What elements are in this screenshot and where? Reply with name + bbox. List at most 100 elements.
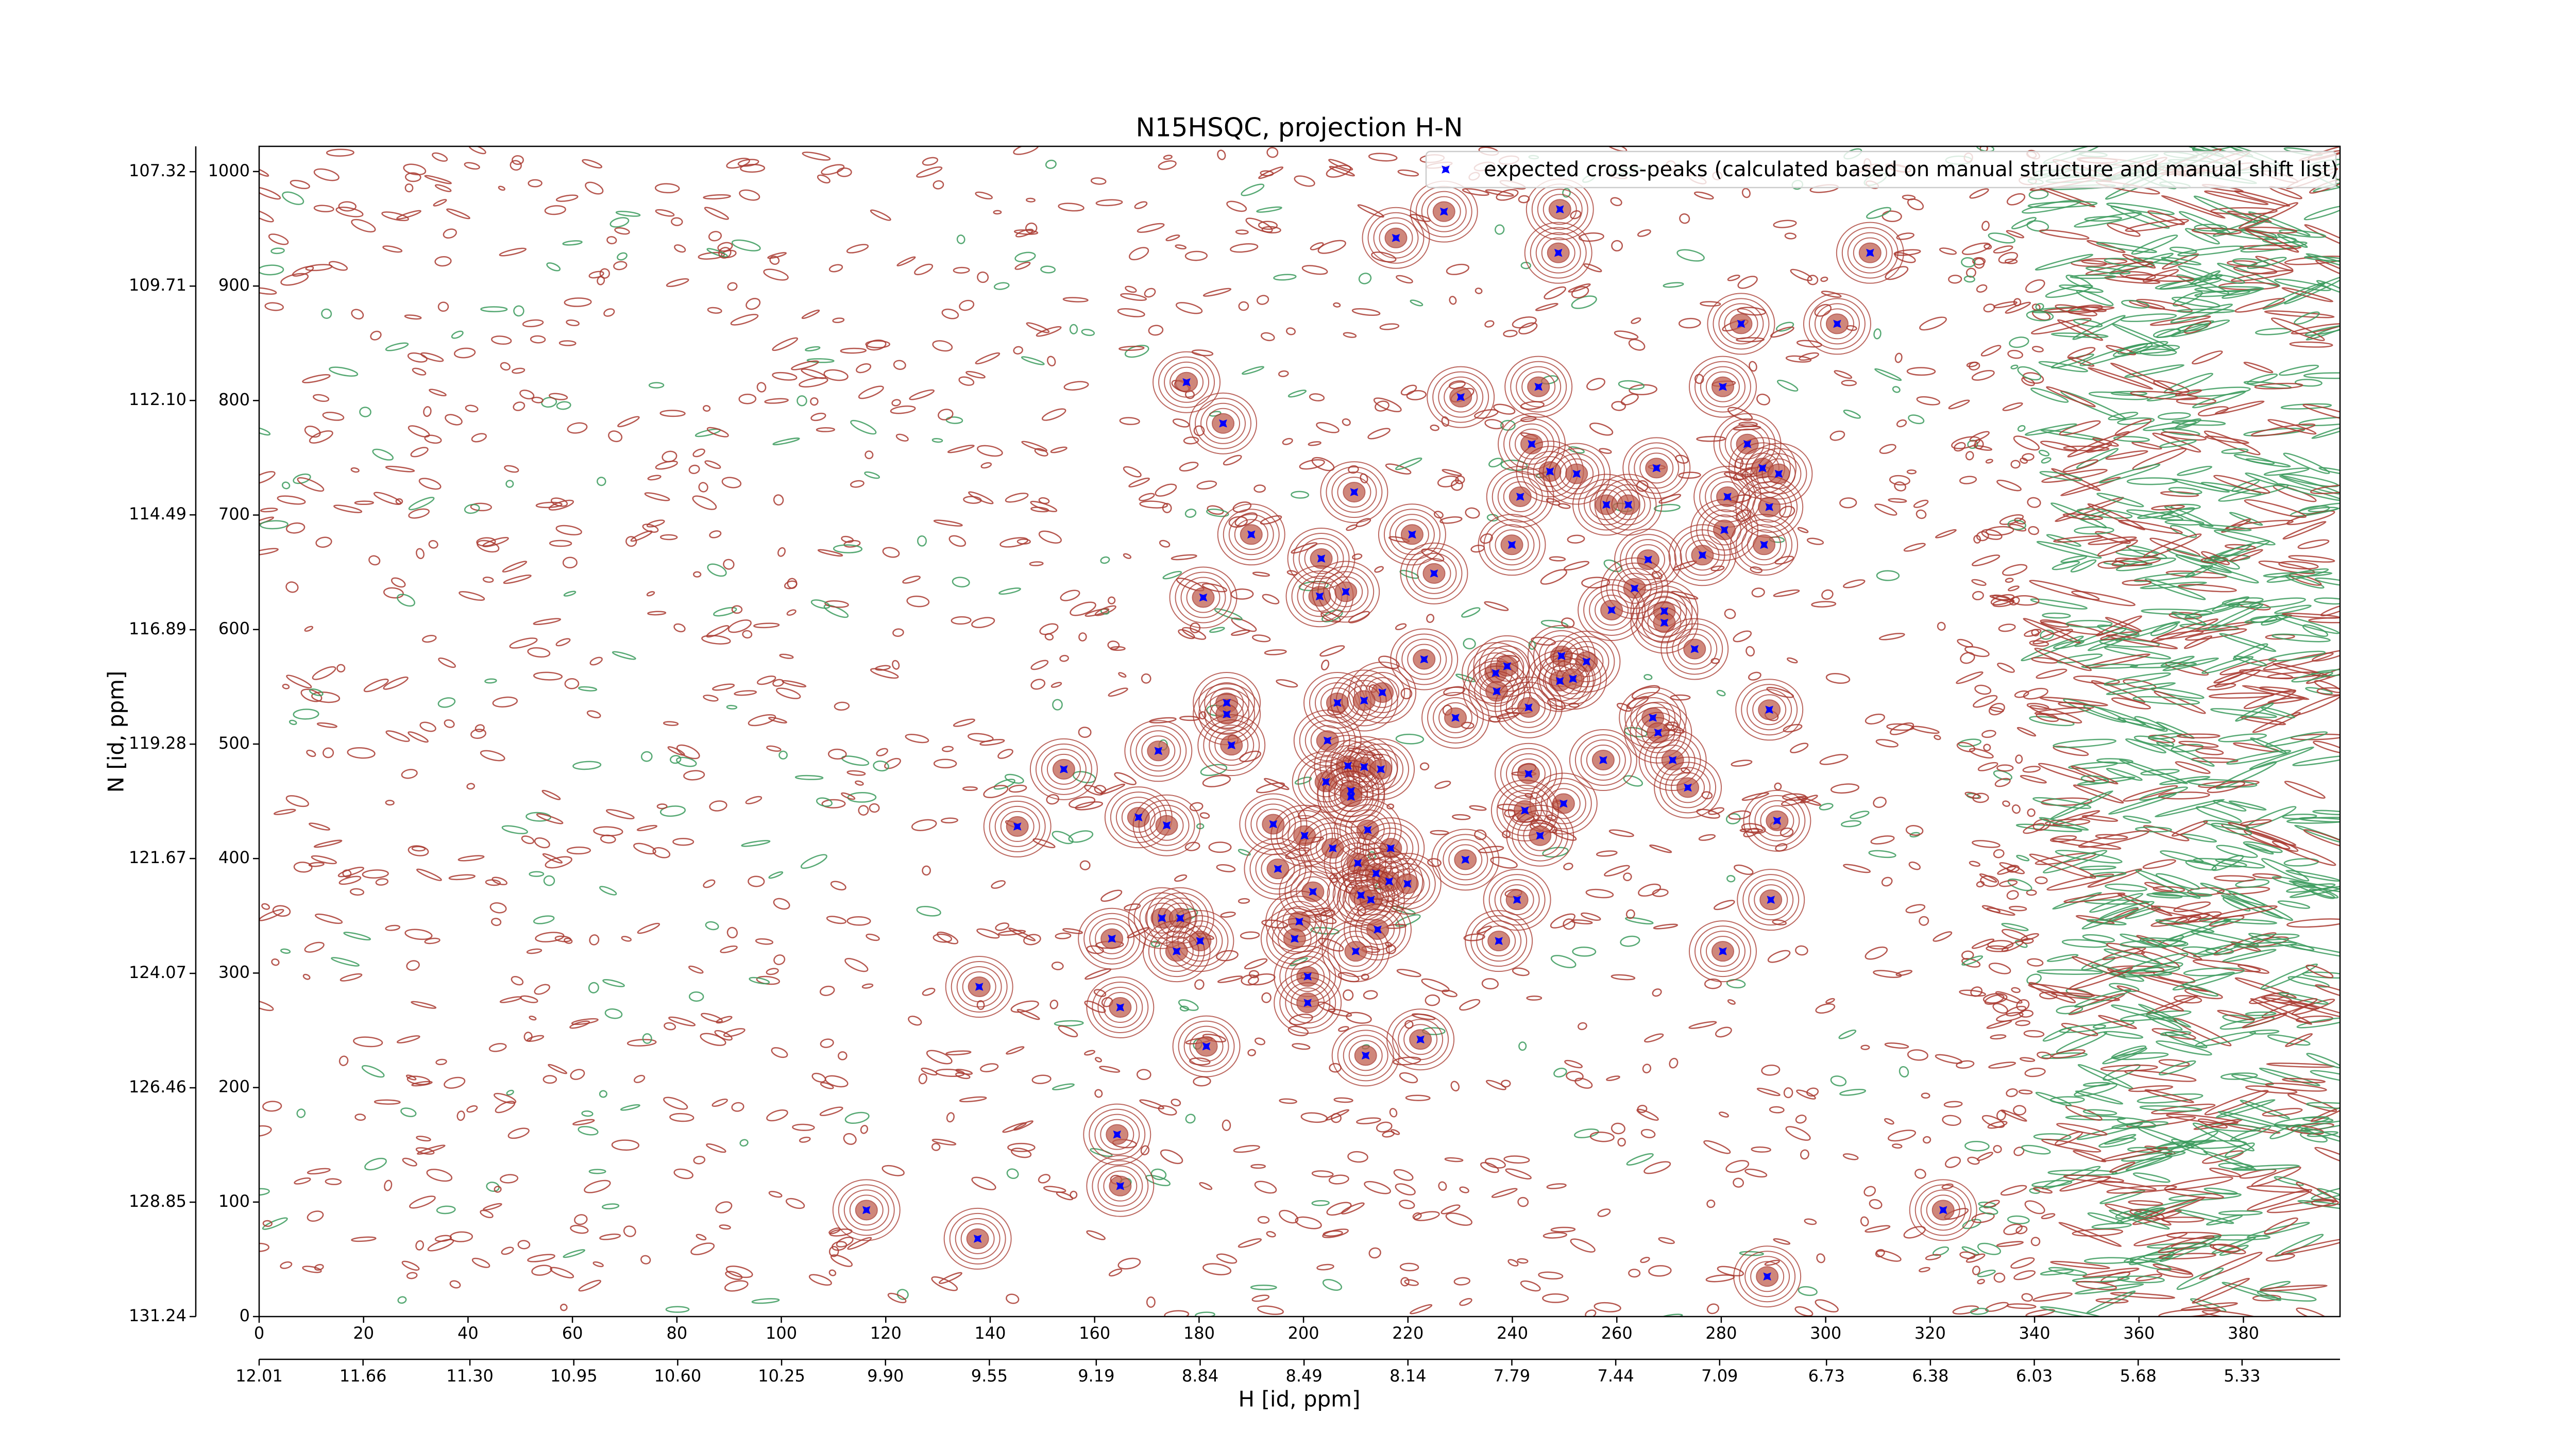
noise-contour [2082,934,2115,943]
noise-contour [938,409,954,420]
y2-tick-label: 124.07 [129,963,187,982]
noise-contour [1123,466,1142,478]
peak-contour [1189,392,1258,454]
peak-contour [1541,237,1575,268]
noise-contour [262,1101,282,1112]
noise-contour [296,1108,306,1118]
noise-contour [2039,991,2058,1000]
cross-peak-marker [1528,440,1536,448]
cross-peak-marker [1360,763,1368,771]
noise-contour [512,367,526,374]
noise-contour [572,1119,595,1126]
noise-contour [501,825,528,834]
peak-contour [1494,676,1563,738]
noise-contour [535,501,563,509]
noise-contour [314,1263,324,1271]
noise-contour [373,492,402,505]
noise-contour [1895,970,1913,976]
noise-contour [437,301,449,312]
noise-contour [688,991,704,1002]
noise-contour [1571,286,1589,299]
noise-contour [2160,1031,2192,1036]
noise-contour [350,467,360,473]
noise-contour [1014,251,1036,263]
noise-contour [778,750,788,760]
noise-contour [2133,572,2195,582]
noise-contour [703,695,719,702]
noise-contour [2024,1067,2046,1077]
x2-tick-label: 10.60 [654,1366,702,1386]
noise-contour [1455,475,1465,484]
cross-peak-marker [1116,1003,1125,1012]
cross-peak-marker [1516,493,1524,501]
cross-peak-marker [1247,530,1256,539]
peak-contour [1148,925,1205,978]
noise-contour [1628,1269,1641,1278]
peak-contour [1347,685,1381,716]
noise-contour [396,1035,420,1043]
noise-contour [2034,647,2092,671]
noise-contour [2244,830,2299,852]
peak-contour [1328,770,1374,812]
noise-contour [364,1157,387,1171]
noise-contour [2121,1151,2186,1162]
peak-contour [1742,874,1800,926]
noise-contour [375,878,388,886]
noise-contour [543,875,555,886]
noise-contour [361,1065,385,1078]
noise-contour [2267,419,2317,435]
peak-contour [1046,753,1081,785]
noise-contour [513,401,526,411]
noise-contour [415,1240,424,1251]
noise-contour [1379,323,1400,330]
noise-contour [1610,197,1622,207]
noise-contour [1997,866,2016,875]
cross-peak-marker [1582,658,1591,666]
legend-marker [1442,165,1450,174]
noise-contour [2028,982,2076,1003]
noise-contour [2296,1307,2330,1317]
noise-contour [1368,153,1398,162]
peak-contour [945,956,1013,1018]
noise-contour [2109,1209,2170,1230]
noise-contour [2139,786,2189,801]
noise-contour [2150,618,2218,643]
noise-contour [2039,697,2108,706]
noise-contour [1342,418,1351,426]
cross-peak-marker [973,1235,982,1243]
noise-contour [1252,571,1270,577]
noise-contour [2292,755,2340,766]
noise-contour [2016,727,2037,737]
peak-contour [1315,833,1350,864]
noise-contour [2123,815,2151,824]
peak-contour [1285,982,1331,1024]
noise-contour [1733,1177,1744,1188]
noise-contour [1977,1278,1985,1285]
cross-peak-marker [1430,569,1438,578]
noise-contour [1301,265,1328,275]
noise-contour [1958,738,1981,747]
noise-contour [2117,1275,2165,1284]
noise-contour [2079,865,2116,870]
noise-contour [2104,672,2171,686]
noise-contour [2142,859,2176,869]
noise-contour [1094,1089,1103,1098]
noise-contour [1231,617,1257,632]
peak-contour [1747,689,1792,731]
noise-contour [1884,1042,1909,1049]
noise-contour [1404,1279,1419,1286]
noise-contour [1814,304,1832,317]
cross-peak-marker [1353,859,1362,867]
noise-contour [1144,288,1156,298]
y2-tick-label: 126.46 [129,1077,187,1097]
noise-contour [1907,1049,1928,1061]
noise-contour [826,916,846,924]
noise-contour [1385,923,1407,929]
noise-contour [1333,302,1341,308]
peak-contour [1630,580,1699,643]
noise-contour [2111,1121,2168,1130]
cross-peak-marker [1403,880,1412,888]
cross-peak-marker [1364,825,1372,834]
noise-contour [2246,1222,2310,1238]
noise-contour [1995,991,2023,1004]
